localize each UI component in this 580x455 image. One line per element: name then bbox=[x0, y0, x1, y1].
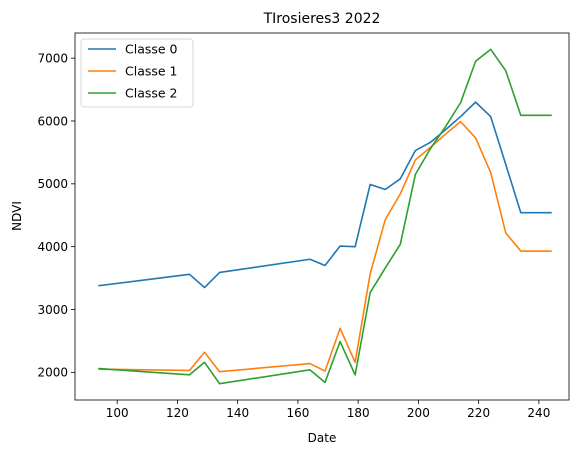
series-layer bbox=[98, 48, 552, 385]
legend-label-0: Classe 0 bbox=[125, 42, 178, 57]
y-tick-label: 6000 bbox=[37, 114, 68, 128]
series-line-2 bbox=[98, 48, 552, 385]
x-axis: 100 120 140 160 180 200 220 240 bbox=[106, 400, 550, 420]
x-tick-label: 240 bbox=[527, 406, 550, 420]
x-tick-label: 160 bbox=[286, 406, 309, 420]
chart-title: TIrosieres3 2022 bbox=[263, 11, 381, 27]
y-tick-label: 5000 bbox=[37, 177, 68, 191]
legend-label-2: Classe 2 bbox=[125, 86, 178, 101]
legend-box bbox=[80, 38, 194, 108]
x-tick-label: 100 bbox=[106, 406, 129, 420]
legend-label-1: Classe 1 bbox=[125, 64, 178, 79]
y-tick-label: 4000 bbox=[37, 240, 68, 254]
x-tick-label: 180 bbox=[347, 406, 370, 420]
x-tick-label: 120 bbox=[166, 406, 189, 420]
y-tick-label: 7000 bbox=[37, 51, 68, 65]
y-axis-title: NDVI bbox=[10, 201, 24, 231]
y-axis: 2000 3000 4000 5000 6000 7000 bbox=[37, 51, 75, 380]
x-tick-label: 140 bbox=[226, 406, 249, 420]
legend: Classe 0 Classe 1 Classe 2 bbox=[80, 38, 194, 108]
x-axis-title: Date bbox=[308, 431, 337, 445]
y-tick-label: 3000 bbox=[37, 303, 68, 317]
series-line-0 bbox=[98, 101, 552, 289]
plot-frame bbox=[74, 32, 570, 401]
x-tick-label: 200 bbox=[407, 406, 430, 420]
series-line-1 bbox=[98, 120, 552, 373]
y-tick-label: 2000 bbox=[37, 366, 68, 380]
x-tick-label: 220 bbox=[467, 406, 490, 420]
